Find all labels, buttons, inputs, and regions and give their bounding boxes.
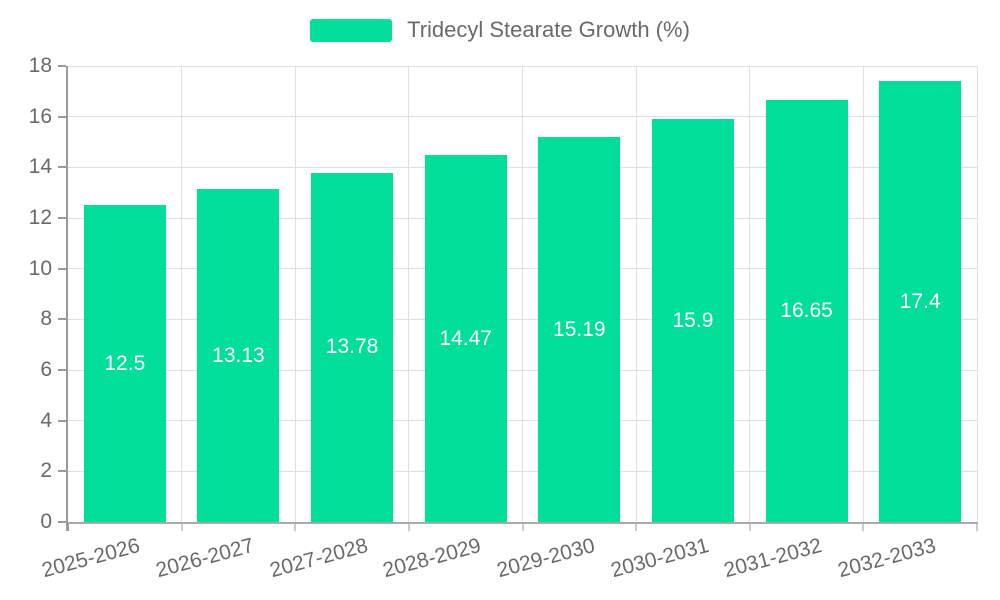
y-axis-tick-label: 14 [28,155,52,179]
y-axis-tick [58,521,66,523]
bar[interactable]: 15.19 [538,137,621,522]
x-axis-tick-label: 2029-2030 [494,534,598,583]
gridline-vertical [408,66,410,522]
y-axis-tick-label: 8 [40,307,52,331]
gridline-vertical [976,66,978,522]
x-axis-tick [67,524,69,531]
x-axis-tick [976,524,978,531]
y-axis-tick [58,217,66,219]
y-axis-tick-label: 2 [40,459,52,483]
y-axis-tick [58,369,66,371]
bar-value-label: 17.4 [899,289,941,313]
x-axis-tick-label: 2032-2033 [835,534,939,583]
x-axis-line [68,522,978,524]
y-axis-tick-label: 10 [28,256,52,280]
y-axis-tick [58,65,66,67]
bar[interactable]: 12.5 [83,205,166,522]
x-axis-tick-label: 2027-2028 [267,534,371,583]
bar-value-label: 16.65 [780,299,833,323]
bar-value-label: 14.47 [439,326,492,350]
x-axis-tick-label: 2031-2032 [721,534,825,583]
bar[interactable]: 17.4 [879,81,962,522]
gridline-vertical [522,66,523,522]
gridline-vertical [294,66,296,522]
y-axis-tick [58,470,66,473]
bar-value-label: 15.9 [672,308,714,332]
gridline-vertical [749,66,751,522]
y-axis-tick [58,115,66,118]
y-axis-tick [58,166,66,169]
y-axis-tick-label: 12 [28,206,52,229]
x-axis-tick-label: 2028-2029 [380,534,484,583]
legend-item[interactable]: Tridecyl Stearate Growth (%) [0,17,1000,43]
legend-label: Tridecyl Stearate Growth (%) [407,17,690,42]
bar[interactable]: 16.65 [765,100,848,522]
bar[interactable]: 13.13 [197,189,280,522]
bar-value-label: 15.19 [553,317,606,341]
y-axis-line [66,66,68,531]
legend-swatch [310,18,393,42]
y-axis-tick [58,419,66,422]
y-axis-tick [58,267,66,270]
bar-value-label: 13.78 [325,335,379,359]
x-axis-tick [635,524,638,531]
x-axis-tick [180,524,183,531]
x-axis-tick-label: 2030-2031 [607,534,711,583]
y-axis-tick-label: 0 [40,510,52,533]
x-axis-tick [521,524,524,531]
x-axis-tick [407,524,410,531]
bar[interactable]: 13.78 [311,172,394,522]
bar-value-label: 13.13 [212,343,265,367]
x-axis-tick-label: 2026-2027 [153,534,257,583]
y-axis-tick [58,318,66,321]
x-axis-tick [748,524,751,531]
x-axis-tick-label: 2025-2026 [39,534,143,583]
bar[interactable]: 15.9 [651,119,734,522]
gridline-vertical [635,66,637,522]
gridline-vertical [181,66,183,522]
y-axis-tick-label: 6 [40,358,52,381]
gridline-vertical [862,66,864,522]
bar-value-label: 12.5 [104,351,146,375]
x-axis-tick [862,524,865,531]
y-axis-tick-label: 4 [40,408,52,432]
y-axis-tick-label: 16 [28,104,52,128]
bar[interactable]: 14.47 [424,155,507,522]
x-axis-tick [294,524,297,531]
y-axis-tick-label: 18 [28,54,52,77]
